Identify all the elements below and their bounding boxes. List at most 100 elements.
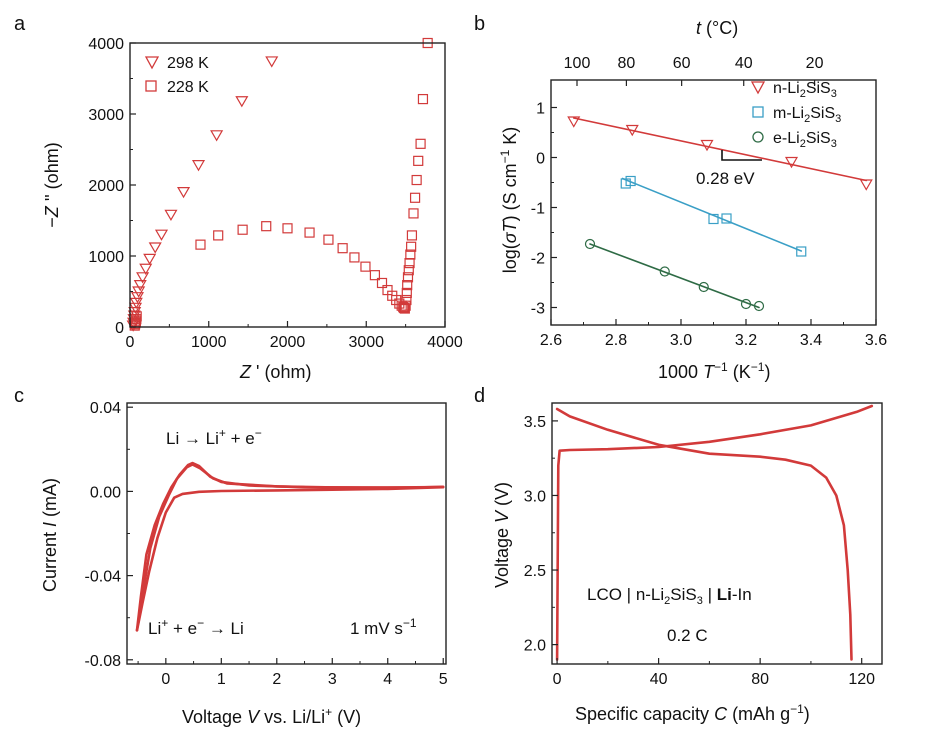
chart-a-xtick-label: 0 [126, 334, 135, 351]
legend-a-square-marker [145, 80, 157, 92]
chart-b-xtick-label: 2.6 [540, 332, 562, 349]
data-point-228k [402, 272, 414, 283]
data-point-298k [210, 130, 224, 142]
data-point-228k [369, 270, 381, 281]
chart-b-ytick-label: -2 [531, 251, 545, 268]
data-point-e-Li2SiS3 [740, 298, 752, 310]
data-point-228k [406, 230, 418, 241]
chart-d: 0 40 80 120 3.5 3.0 2.5 2.0 LCO | n-Li2SiS3 | L… [492, 402, 883, 724]
panel-label-b: b [474, 13, 485, 35]
chart-b-top-tick-label: 100 [564, 55, 591, 72]
chart-b-top-label: t (°C) [696, 18, 738, 38]
data-point-298k [128, 302, 143, 315]
data-point-298k [177, 187, 191, 199]
data-point-n-Li2SiS3 [859, 179, 873, 191]
data-point-n-Li2SiS3 [625, 124, 639, 137]
chart-c-ytick-label: -0.04 [85, 569, 122, 586]
data-point-228k [282, 223, 293, 234]
data-point-e-Li2SiS3 [753, 300, 765, 312]
panel-label-a: a [14, 13, 26, 35]
chart-d-xtick-label: 120 [848, 671, 875, 688]
chart-d-ytick-label: 3.5 [524, 414, 546, 431]
chart-d-ytick-label: 3.0 [524, 488, 546, 505]
chart-a-ylabel: −Z '' (ohm) [42, 142, 62, 227]
data-point-228k [131, 311, 142, 322]
chart-b-ytick-label: 1 [536, 101, 545, 118]
data-point-298k [133, 280, 147, 292]
data-point-m-Li2SiS3 [796, 246, 807, 257]
chart-a-ytick-label: 2000 [88, 178, 124, 195]
chart-d-xtick-label: 40 [650, 671, 668, 688]
c-rate-label: 0.2 C [667, 626, 708, 645]
data-point-228k [402, 280, 413, 291]
voltage-curve-charge [555, 404, 874, 661]
activation-energy-bar [721, 150, 762, 161]
data-point-228k [213, 230, 224, 241]
chart-b: 2.6 2.8 3.0 3.2 3.4 3.6 1 0 -1 -2 -3 100 80 60 40 20 0.… [498, 18, 887, 382]
chart-d-xtick-label: 0 [553, 671, 562, 688]
fit-line-red [573, 117, 868, 182]
data-point-298k [265, 56, 279, 68]
data-point-228k [304, 227, 315, 238]
data-point-228k [417, 93, 429, 105]
chart-b-top-tick-label: 80 [618, 55, 636, 72]
chart-b-xtick-label: 3.6 [865, 332, 887, 349]
data-point-228k [195, 239, 206, 250]
chart-c-xtick-label: 1 [217, 671, 226, 688]
data-point-228k [376, 277, 388, 289]
legend-b-m: m-Li2SiS3 [773, 105, 841, 125]
chart-d-ytick-label: 2.5 [524, 563, 546, 580]
chart-c-ytick-label: 0.00 [90, 484, 121, 501]
cell-configuration-label: LCO | n-Li2SiS3 | Li-In [587, 585, 752, 607]
data-point-228k [401, 294, 412, 306]
data-point-298k [139, 263, 153, 275]
data-point-228k [415, 138, 426, 149]
data-point-228k [411, 174, 422, 186]
chart-d-frame [551, 402, 883, 665]
legend-a-298k: 298 K [167, 55, 209, 72]
chart-a-xtick-label: 1000 [191, 334, 227, 351]
data-point-228k [237, 224, 248, 235]
cv-curve [136, 463, 445, 626]
chart-b-ytick-label: -3 [531, 301, 545, 318]
chart-c-ylabel: Current I (mA) [40, 478, 60, 592]
cathodic-reaction-label: Li+ + e− → Li [148, 616, 244, 638]
data-point-228k [323, 234, 334, 245]
legend-b-n: n-Li2SiS3 [773, 80, 837, 100]
chart-a-ytick-label: 3000 [88, 107, 124, 124]
data-point-228k [401, 287, 412, 299]
chart-b-top-tick-label: 60 [673, 55, 691, 72]
chart-b-xtick-label: 3.2 [735, 332, 757, 349]
chart-a-ytick-label: 4000 [88, 36, 124, 53]
data-point-228k [261, 221, 272, 232]
legend-b-square-marker [752, 106, 764, 118]
data-point-e-Li2SiS3 [698, 281, 709, 293]
data-point-298k [136, 272, 150, 284]
legend-a-228k: 228 K [167, 79, 209, 96]
data-point-228k [409, 192, 421, 203]
chart-b-xlabel: 1000 T−1 (K−1) [658, 360, 770, 382]
legend-b-circle-marker [752, 131, 764, 143]
panel-label-c: c [14, 385, 24, 407]
data-point-n-Li2SiS3 [567, 116, 581, 128]
chart-c-xtick-label: 3 [328, 671, 337, 688]
data-point-298k [164, 209, 178, 222]
data-point-228k [391, 294, 402, 306]
chart-d-ylabel: Voltage V (V) [492, 482, 512, 588]
data-point-298k [154, 229, 169, 241]
chart-a: 0 1000 2000 3000 4000 0 1000 2000 3000 4000 298 K… [42, 36, 463, 382]
data-point-228k [400, 300, 411, 311]
chart-c: 0 1 2 3 4 5 0.04 0.00 -0.04 -0.08 Li → Li+ + e− L… [40, 400, 448, 727]
chart-b-xtick-label: 3.4 [800, 332, 822, 349]
data-point-228k [413, 155, 424, 166]
data-point-298k [143, 253, 157, 266]
data-point-m-Li2SiS3 [721, 213, 732, 224]
voltage-curve-discharge [555, 407, 853, 661]
chart-a-xtick-label: 3000 [348, 334, 384, 351]
anodic-reaction-label: Li → Li+ + e− [166, 426, 262, 448]
data-point-228k [398, 302, 409, 313]
data-point-228k [406, 241, 417, 252]
chart-b-ytick-label: 0 [536, 151, 545, 168]
data-point-e-Li2SiS3 [584, 238, 596, 250]
